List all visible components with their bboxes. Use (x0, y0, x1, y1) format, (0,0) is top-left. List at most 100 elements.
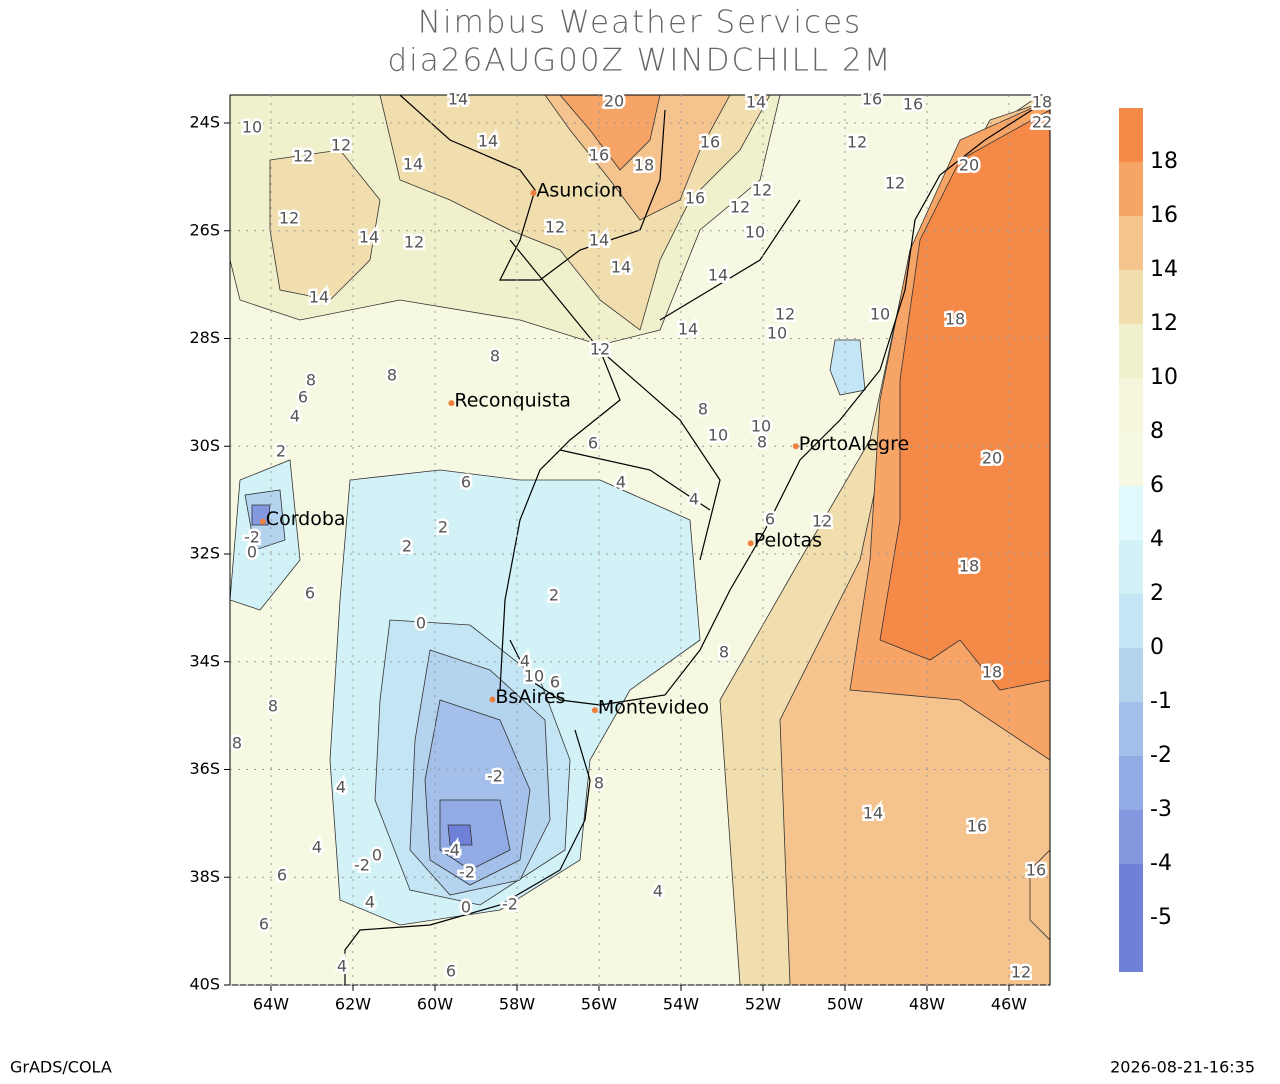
subtitle: dia26AUG00Z WINDCHILL 2M (387, 43, 892, 79)
contour-label: 12 (885, 174, 905, 193)
x-tick-label: 50W (827, 995, 863, 1014)
contour-label: 6 (305, 584, 315, 603)
legend-label: -3 (1150, 797, 1172, 822)
contour-label: -2 (502, 895, 518, 914)
contour-label: 12 (545, 218, 565, 237)
y-tick-label: 24S (189, 113, 220, 132)
contour-label: 4 (290, 407, 300, 426)
contour-label: 4 (520, 652, 530, 671)
contour-label: 14 (611, 258, 631, 277)
contour-label: -4 (444, 841, 460, 860)
contour-label: 12 (590, 340, 610, 359)
legend-swatch (1119, 216, 1143, 270)
legend-label: -4 (1150, 851, 1172, 876)
legend-label: 4 (1150, 527, 1164, 552)
city-dot (792, 443, 799, 450)
contour-label: -2 (244, 528, 260, 547)
y-tick-label: 36S (189, 759, 220, 778)
contour-label: 18 (634, 156, 654, 175)
contour-label: 16 (700, 133, 720, 152)
contour-label: 14 (863, 804, 883, 823)
contour-label: 14 (589, 231, 609, 250)
contour-label: 22 (1032, 113, 1052, 132)
legend-swatch (1119, 486, 1143, 540)
x-tick-label: 60W (417, 995, 453, 1014)
contour-label: 18 (945, 310, 965, 329)
x-tick-label: 58W (499, 995, 535, 1014)
x-tick-label: 64W (253, 995, 289, 1014)
legend-swatch (1119, 432, 1143, 486)
contour-label: 2 (438, 518, 448, 537)
contour-label: 14 (403, 155, 423, 174)
legend-label: 2 (1150, 581, 1164, 606)
x-tick-label: 62W (335, 995, 371, 1014)
contour-label: 20 (604, 92, 624, 111)
contour-label: 4 (336, 778, 346, 797)
contour-label: 12 (279, 209, 299, 228)
contour-label: 12 (1011, 963, 1031, 982)
contour-label: 16 (1026, 861, 1046, 880)
legend-swatch (1119, 810, 1143, 864)
contour-label: 14 (448, 90, 468, 109)
contour-label: -2 (487, 767, 503, 786)
contour-label: 12 (404, 233, 424, 252)
contour-label: 8 (232, 734, 242, 753)
y-tick-label: 30S (189, 436, 220, 455)
contour-label: 6 (550, 673, 560, 692)
contour-label: 6 (765, 510, 775, 529)
y-tick-label: 40S (189, 975, 220, 994)
legend-swatch (1119, 918, 1143, 972)
legend-swatch (1119, 108, 1143, 162)
legend-swatch (1119, 594, 1143, 648)
legend-swatch (1119, 324, 1143, 378)
x-tick-label: 48W (909, 995, 945, 1014)
contour-label: 12 (847, 133, 867, 152)
contour-label: 6 (446, 962, 456, 981)
x-tick-label: 56W (581, 995, 617, 1014)
legend-label: 6 (1150, 473, 1164, 498)
city-label: Asuncion (536, 180, 622, 202)
city-dot (259, 518, 266, 525)
contour-label: 0 (247, 543, 257, 562)
legend-swatch (1119, 756, 1143, 810)
contour-label: 6 (461, 473, 471, 492)
contour-label: 8 (594, 774, 604, 793)
legend-label: 18 (1150, 149, 1178, 174)
legend-swatch (1119, 378, 1143, 432)
legend-swatch (1119, 540, 1143, 594)
contour-label: 10 (524, 667, 544, 686)
x-tick-label: 54W (663, 995, 699, 1014)
contour-label: 12 (752, 181, 772, 200)
legend-label: -1 (1150, 689, 1172, 714)
contour-label: 0 (372, 846, 382, 865)
contour-label: 18 (1032, 93, 1052, 112)
legend-swatch (1119, 702, 1143, 756)
legend-label: -2 (1150, 743, 1172, 768)
contour-label: 10 (745, 223, 765, 242)
contour-label: 8 (387, 366, 397, 385)
city-label: BsAires (495, 686, 565, 708)
legend-label: 0 (1150, 635, 1164, 660)
contour-label: 4 (365, 893, 375, 912)
x-tick-label: 46W (991, 995, 1027, 1014)
coastline (344, 95, 1036, 985)
city-dot (591, 707, 598, 714)
contour-label: 14 (746, 93, 766, 112)
y-tick-label: 34S (189, 651, 220, 670)
contour-label: 8 (719, 643, 729, 662)
y-tick-label: 38S (189, 867, 220, 886)
city-label: Cordoba (266, 508, 346, 530)
contour-label: 2 (549, 586, 559, 605)
contour-label: 4 (616, 473, 626, 492)
city-label: Montevideo (598, 697, 709, 719)
contour-label: 12 (331, 136, 351, 155)
legend-label: 12 (1150, 311, 1178, 336)
contour-label: 18 (982, 663, 1002, 682)
contour-label: 4 (337, 957, 347, 976)
y-tick-label: 32S (189, 544, 220, 563)
city-label: Reconquista (454, 390, 571, 412)
contour-label: 14 (478, 132, 498, 151)
city-label: Pelotas (754, 530, 822, 552)
contour-label: -2 (354, 856, 370, 875)
contour-label: 6 (259, 915, 269, 934)
